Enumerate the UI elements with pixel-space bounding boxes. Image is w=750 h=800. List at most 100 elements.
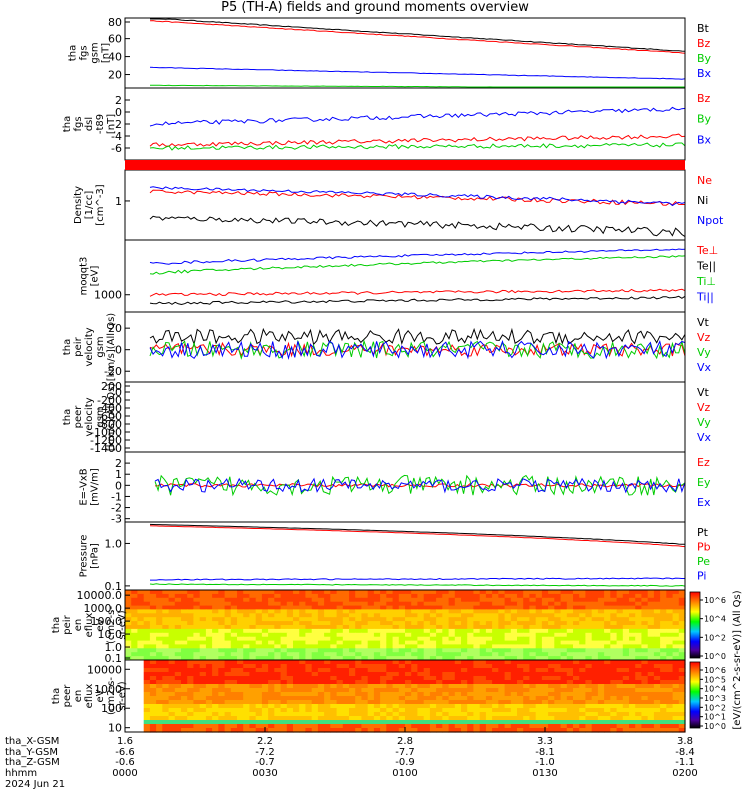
y-tick-label: 0 xyxy=(115,386,122,399)
y-tick-label: -1200 xyxy=(90,434,122,447)
x-tick-x-gsm: 1.6 xyxy=(117,736,133,747)
legend-Pt: Pt xyxy=(697,526,709,539)
legend-Pb: Pb xyxy=(697,541,711,554)
x-tick-time: 0130 xyxy=(532,768,557,779)
colorbar-tick-label: 10^3 xyxy=(704,694,726,703)
y-tick-label: -1400 xyxy=(90,442,122,455)
legend-Bx: Bx xyxy=(697,67,712,80)
legend-Pe: Pe xyxy=(697,555,710,568)
series-line-Pt xyxy=(149,523,685,545)
x-tick-y-gsm: -7.7 xyxy=(395,747,415,758)
y-tick-label: 10.0 xyxy=(98,628,123,641)
colorbar-tick-label: 10^6 xyxy=(704,666,726,675)
colorbar-2 xyxy=(689,661,701,729)
y-tick-label: 1000 xyxy=(94,289,122,302)
legend-Te⊥: Te⊥ xyxy=(696,244,718,257)
spectrogram-10 xyxy=(125,660,686,733)
y-tick-label: 1000 xyxy=(94,683,122,696)
legend-Ni: Ni xyxy=(697,194,708,207)
y-tick-label: 0.1 xyxy=(105,652,123,665)
colorbar-tick-label: 10^2 xyxy=(704,703,726,712)
x-tick-x-gsm: 3.3 xyxy=(537,736,553,747)
page-title: P5 (TH-A) fields and ground moments over… xyxy=(221,0,529,15)
y-tick-label: 10 xyxy=(108,722,122,735)
legend-Ey: Ey xyxy=(697,476,711,489)
x-row-label: tha_X-GSM xyxy=(5,736,59,747)
colorbar-title: [eV/(cm^2-s-sr-eV)] (All Qs) xyxy=(732,590,743,729)
series-line-Pi xyxy=(150,577,685,581)
colorbar-tick-label: 10^1 xyxy=(704,713,726,722)
x-tick-z-gsm: -0.7 xyxy=(255,757,275,768)
series-line-Vz xyxy=(149,341,686,358)
y-tick-label: 100 xyxy=(101,702,122,715)
x-tick-time: 0200 xyxy=(672,768,697,779)
x-tick-x-gsm: 2.8 xyxy=(397,736,413,747)
x-row-label: tha_Z-GSM xyxy=(5,757,60,768)
y-tick-label: 20 xyxy=(108,322,122,335)
colorbar-tick-label: 10^0 xyxy=(704,722,726,731)
legend-Pi: Pi xyxy=(697,570,706,583)
legend-Bt: Bt xyxy=(697,22,710,35)
series-line-By xyxy=(149,142,686,151)
y-tick-label: 10000.0 xyxy=(77,589,123,602)
y-tick-label: -1000 xyxy=(90,426,122,439)
y-tick-label: 10000 xyxy=(87,663,122,676)
x-tick-y-gsm: -6.6 xyxy=(115,747,135,758)
y-tick-label: 1000.0 xyxy=(84,602,123,615)
legend-By: By xyxy=(697,113,712,126)
legend-Vx: Vx xyxy=(697,431,712,444)
date-label: 2024 Jun 21 xyxy=(5,779,65,790)
series-line-Npot xyxy=(149,186,686,207)
legend-Ti||: Ti|| xyxy=(696,291,714,304)
legend-Ex: Ex xyxy=(697,496,711,509)
panel-2: 20-2-4-6 thafgsdsl-t89[nT] Bz By Bx xyxy=(62,87,712,161)
y-axis-label: Density[1/cc][cm^-3] xyxy=(73,184,106,225)
y-tick-label: 0 xyxy=(115,106,122,119)
legend-Vz: Vz xyxy=(697,401,711,414)
series-line-Bx xyxy=(149,66,686,80)
y-tick-label: 2 xyxy=(115,457,122,470)
legend-Bz: Bz xyxy=(697,37,711,50)
x-tick-z-gsm: -0.9 xyxy=(395,757,415,768)
series-line-Bx xyxy=(149,106,686,127)
y-axis-label: thapeervelocitygsm[km/s](All Qs) xyxy=(62,383,117,451)
y-tick-label: 40 xyxy=(108,51,122,64)
y-tick-label: -2 xyxy=(111,118,122,131)
y-tick-label: -400 xyxy=(97,402,122,415)
panels: 80604020thafgsgsm[nT]BtBzByBx20-2-4-6tha… xyxy=(51,16,724,735)
colorbar-tick-label: 10^5 xyxy=(704,675,726,684)
series-line-Vt xyxy=(149,327,686,347)
panel-3: 1 Density[1/cc][cm^-3] Ne Ni Npot xyxy=(73,169,724,241)
x-tick-y-gsm: -7.2 xyxy=(255,747,275,758)
x-tick-z-gsm: -0.6 xyxy=(115,757,135,768)
series-line-Ex xyxy=(154,477,686,494)
legend-Bx: Bx xyxy=(697,133,712,146)
y-tick-label: -2 xyxy=(111,502,122,515)
y-tick-label: 1 xyxy=(115,468,122,481)
legend-Vz: Vz xyxy=(697,331,711,344)
y-tick-label: 0.1 xyxy=(105,580,123,593)
y-tick-label: -4 xyxy=(111,130,122,143)
y-tick-label: 1.0 xyxy=(105,641,123,654)
series-line-Vx xyxy=(149,339,686,360)
y-tick-label: 0 xyxy=(115,479,122,492)
colorbar-tick-label: 10^6 xyxy=(704,596,726,605)
y-tick-label: -1 xyxy=(111,490,122,503)
series-line-Ey xyxy=(154,474,686,497)
x-row-label: hhmm xyxy=(5,768,37,779)
y-tick-label: -6 xyxy=(111,142,122,155)
y-axis-label: thafgsgsm[nT] xyxy=(68,42,112,63)
panel-frame xyxy=(124,451,686,523)
legend-By: By xyxy=(697,52,712,65)
legend-Vx: Vx xyxy=(697,361,712,374)
series-line-Bz xyxy=(149,20,686,54)
y-tick-label: 60 xyxy=(108,33,122,46)
legend-Vt: Vt xyxy=(697,316,710,329)
y-axis-label: moqqt3[eV] xyxy=(79,257,101,296)
x-tick-z-gsm: -1.1 xyxy=(675,757,695,768)
y-axis-label: thapeirenefluxeV(cm2-s-sr-eV) xyxy=(51,606,128,644)
